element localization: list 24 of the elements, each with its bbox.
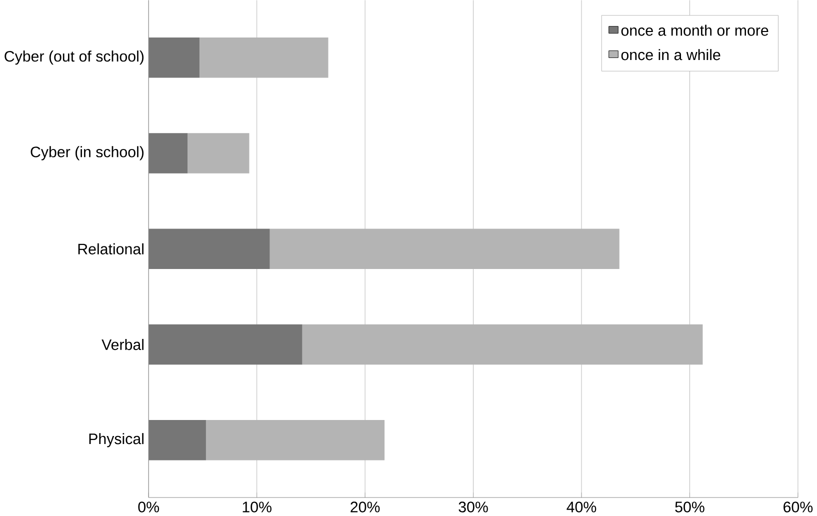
x-tick-label: 50%: [675, 502, 704, 512]
bar: [199, 37, 328, 78]
bar: [206, 420, 385, 460]
bar: [148, 420, 206, 460]
legend-label: once a month or more: [621, 24, 768, 36]
x-tick-label: 40%: [566, 502, 596, 512]
x-tick-label: 30%: [458, 502, 488, 512]
y-tick-label: Verbal: [102, 338, 144, 350]
x-tick-label: 0%: [138, 502, 160, 512]
x-tick-label: 10%: [242, 502, 272, 512]
y-tick-label: Relational: [78, 243, 144, 254]
bar: [302, 324, 703, 364]
y-tick-label: Physical: [89, 432, 144, 448]
legend-label: once in a while: [621, 48, 720, 60]
bar: [148, 324, 302, 364]
y-tick-label: Cyber (in school): [30, 146, 144, 160]
x-tick-label: 20%: [350, 502, 380, 512]
x-tick-label: 60%: [784, 502, 813, 512]
bar: [188, 133, 250, 174]
bar: [148, 228, 270, 269]
y-tick-label: Cyber (out of school): [4, 50, 144, 65]
bar: [148, 37, 200, 78]
bar: [270, 228, 620, 269]
bar: [148, 133, 188, 174]
